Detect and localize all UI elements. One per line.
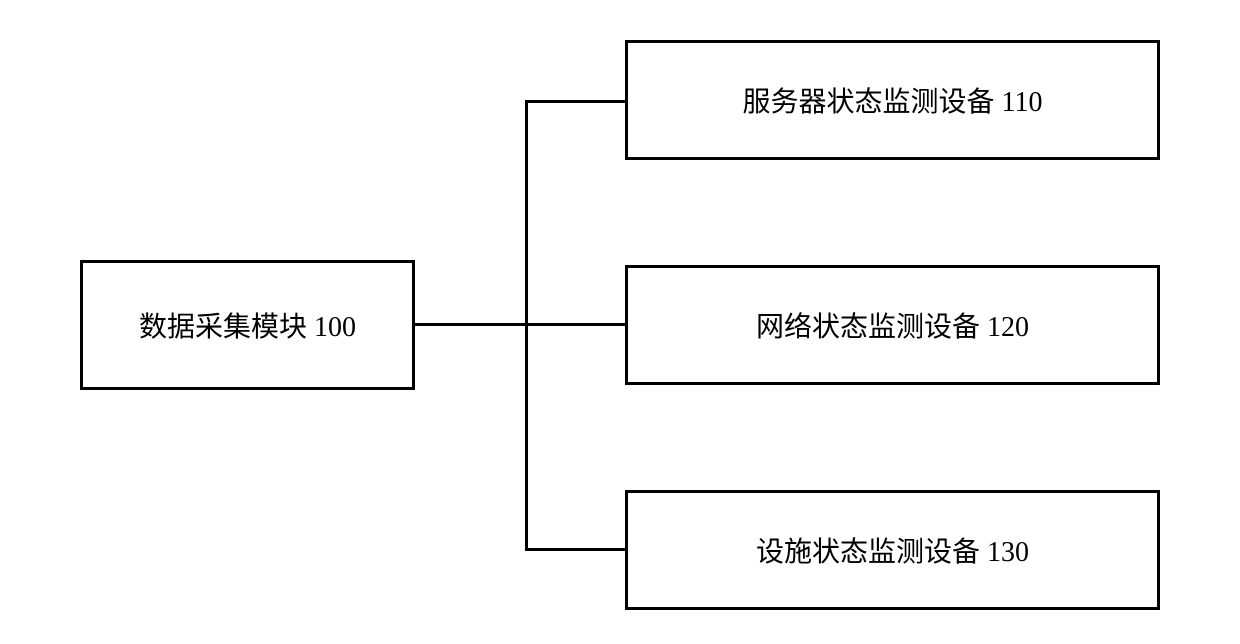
connector-branch-2: [525, 323, 625, 326]
child-node-2: 网络状态监测设备 120: [625, 265, 1160, 385]
connector-branch-1: [525, 100, 625, 103]
child-node-3: 设施状态监测设备 130: [625, 490, 1160, 610]
diagram-container: 数据采集模块 100 服务器状态监测设备 110 网络状态监测设备 120 设施…: [0, 0, 1240, 644]
child-node-2-label: 网络状态监测设备 120: [756, 305, 1029, 345]
connector-main-horizontal: [415, 323, 525, 326]
child-node-3-label: 设施状态监测设备 130: [756, 530, 1029, 570]
root-node-label: 数据采集模块 100: [139, 305, 356, 345]
child-node-1-label: 服务器状态监测设备 110: [743, 80, 1043, 120]
root-node: 数据采集模块 100: [80, 260, 415, 390]
child-node-1: 服务器状态监测设备 110: [625, 40, 1160, 160]
connector-branch-3: [525, 548, 625, 551]
